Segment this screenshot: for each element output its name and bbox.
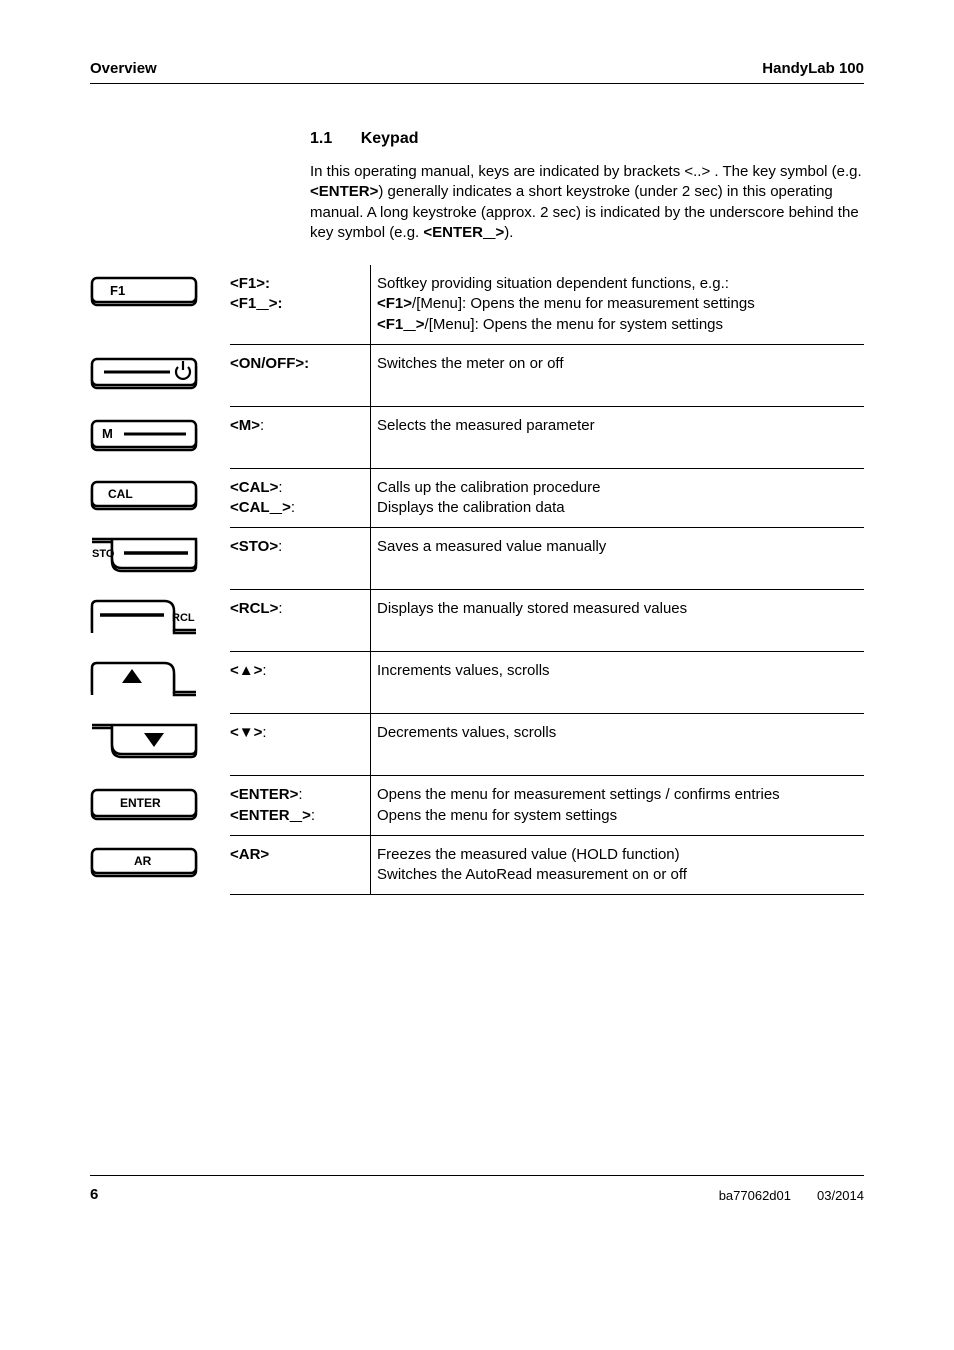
svg-text:ENTER: ENTER	[120, 796, 161, 810]
section-number: 1.1	[310, 130, 332, 147]
table-row: CAL <CAL>:<CAL >: Calls up the calibrati…	[90, 468, 864, 528]
footer-date: 03/2014	[817, 1188, 864, 1203]
key-desc: Increments values, scrolls	[370, 651, 864, 713]
key-name: <RCL>:	[230, 589, 370, 651]
key-name: <▲>:	[230, 651, 370, 713]
page-number: 6	[90, 1186, 98, 1203]
key-desc: Displays the manually stored measured va…	[370, 589, 864, 651]
key-icon-m: M	[90, 406, 230, 468]
section-title: Keypad	[361, 130, 419, 147]
key-icon-enter: ENTER	[90, 775, 230, 835]
keypad-table: F1 <F1>:<F1 >: Softkey providing situati…	[90, 265, 864, 895]
header-right: HandyLab 100	[762, 60, 864, 77]
page-header: Overview HandyLab 100	[90, 60, 864, 84]
key-desc: Calls up the calibration procedureDispla…	[370, 468, 864, 528]
key-icon-sto: STO	[90, 527, 230, 589]
key-name: <AR>	[230, 835, 370, 896]
header-left: Overview	[90, 60, 157, 77]
footer-code: ba77062d01	[719, 1188, 791, 1203]
key-icon-cal: CAL	[90, 468, 230, 528]
key-icon-up	[90, 651, 230, 713]
section-heading: 1.1 Keypad In this operating manual, key…	[310, 130, 864, 243]
svg-text:M: M	[102, 426, 113, 441]
table-row: F1 <F1>:<F1 >: Softkey providing situati…	[90, 265, 864, 344]
table-row: <▼>: Decrements values, scrolls	[90, 713, 864, 775]
key-name: <STO>:	[230, 527, 370, 589]
key-icon-rcl: RCL	[90, 589, 230, 651]
table-row: <ON/OFF>: Switches the meter on or off	[90, 344, 864, 406]
key-desc: Opens the menu for measurement settings …	[370, 775, 864, 835]
key-icon-ar: AR	[90, 835, 230, 896]
table-row: AR <AR> Freezes the measured value (HOLD…	[90, 835, 864, 896]
svg-text:AR: AR	[134, 854, 152, 868]
table-row: STO <STO>: Saves a measured value manual…	[90, 527, 864, 589]
key-name: <ON/OFF>:	[230, 344, 370, 406]
key-desc: Saves a measured value manually	[370, 527, 864, 589]
table-row: RCL <RCL>: Displays the manually stored …	[90, 589, 864, 651]
key-name: <ENTER>:<ENTER >:	[230, 775, 370, 835]
svg-text:CAL: CAL	[108, 487, 133, 501]
key-name: <CAL>:<CAL >:	[230, 468, 370, 528]
key-name: <▼>:	[230, 713, 370, 775]
key-name: <F1>:<F1 >:	[230, 265, 370, 344]
section-intro: In this operating manual, keys are indic…	[310, 162, 864, 243]
key-desc: Selects the measured parameter	[370, 406, 864, 468]
svg-text:STO: STO	[92, 548, 115, 560]
key-icon-down	[90, 713, 230, 775]
key-icon-f1: F1	[90, 265, 230, 344]
svg-text:RCL: RCL	[172, 612, 195, 624]
key-icon-onoff	[90, 344, 230, 406]
key-desc: Switches the meter on or off	[370, 344, 864, 406]
key-desc: Softkey providing situation dependent fu…	[370, 265, 864, 344]
table-row: <▲>: Increments values, scrolls	[90, 651, 864, 713]
svg-text:F1: F1	[110, 283, 125, 298]
key-name: <M>:	[230, 406, 370, 468]
page-footer: 6 ba77062d01 03/2014	[90, 1175, 864, 1203]
key-desc: Decrements values, scrolls	[370, 713, 864, 775]
table-row: M <M>: Selects the measured parameter	[90, 406, 864, 468]
key-desc: Freezes the measured value (HOLD functio…	[370, 835, 864, 896]
table-row: ENTER <ENTER>:<ENTER >: Opens the menu f…	[90, 775, 864, 835]
